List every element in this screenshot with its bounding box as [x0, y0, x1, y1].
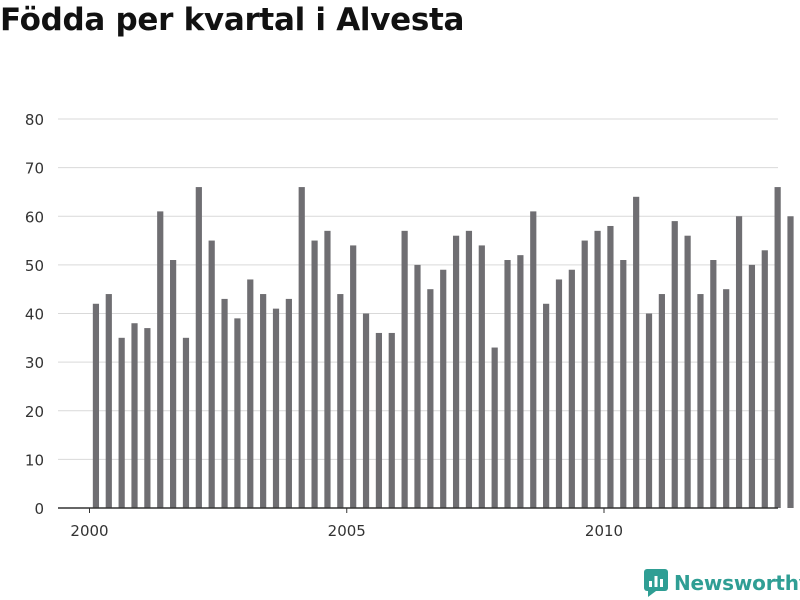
bar: [170, 260, 177, 508]
bar: [517, 255, 524, 508]
y-tick-label: 50: [25, 257, 44, 275]
y-tick-label: 60: [25, 208, 44, 226]
bar: [645, 313, 653, 508]
chart-title: Födda per kvartal i Alvesta: [0, 2, 465, 38]
bar: [478, 245, 485, 509]
y-tick-label: 40: [25, 306, 44, 324]
bar: [350, 245, 357, 509]
bar: [375, 332, 383, 508]
y-tick-label: 10: [25, 451, 44, 469]
bar: [401, 230, 408, 508]
bar: [465, 230, 473, 508]
bar: [697, 294, 704, 508]
bar: [144, 328, 151, 508]
y-axis-ticks: 0 10 20 30 40 50 60 70 80: [25, 111, 44, 518]
bar: [787, 216, 794, 508]
bar: [272, 308, 280, 508]
brand-name: Newsworthy: [674, 571, 800, 595]
bar: [530, 211, 537, 508]
x-tick-label: 2010: [585, 522, 623, 540]
bar: [221, 298, 228, 508]
bar: [337, 294, 344, 508]
newsworthy-logo-icon: [644, 569, 668, 597]
bar: [543, 303, 550, 508]
bar: [710, 260, 717, 508]
bar: [195, 187, 202, 508]
x-tick-label: 2000: [70, 522, 108, 540]
bar: [633, 196, 640, 509]
bar: [658, 294, 665, 508]
y-tick-label: 30: [25, 354, 44, 372]
y-tick-label: 20: [25, 403, 44, 421]
bar: [723, 289, 730, 508]
bar: [157, 211, 164, 508]
x-tick-label: 2005: [328, 522, 366, 540]
bar: [594, 230, 601, 508]
bar: [748, 264, 756, 509]
bar: [247, 279, 254, 508]
bar: [671, 221, 678, 509]
brand-logo: Newsworthy: [644, 569, 800, 597]
bar: [298, 187, 305, 508]
bar: [684, 235, 691, 508]
bar: [131, 323, 138, 508]
bar: [388, 332, 395, 508]
bar: [620, 260, 627, 508]
bar: [427, 289, 434, 508]
y-tick-label: 70: [25, 160, 44, 178]
bar: [607, 225, 614, 509]
bar: [362, 313, 370, 508]
bar: [182, 337, 190, 508]
bar: [452, 235, 460, 508]
y-tick-label: 80: [25, 111, 44, 129]
bar: [105, 294, 112, 508]
bar: [581, 240, 588, 508]
bar: [504, 260, 511, 508]
bar: [234, 318, 241, 508]
bar: [311, 240, 318, 508]
bar: [208, 240, 215, 508]
y-tick-label: 0: [34, 500, 44, 518]
bar: [761, 250, 768, 509]
bar: [555, 279, 563, 508]
bar: [568, 269, 575, 508]
bar: [735, 216, 743, 508]
bar: [285, 298, 292, 508]
bar: [118, 337, 125, 508]
bar: [92, 303, 100, 508]
x-axis-ticks: 200020052010201520202025: [70, 508, 623, 540]
bar: [414, 264, 421, 509]
bar: [774, 187, 781, 508]
bar: [324, 230, 331, 508]
bar: [260, 294, 267, 508]
bar: [491, 347, 498, 508]
bar: [440, 269, 447, 508]
bars: [92, 187, 794, 509]
